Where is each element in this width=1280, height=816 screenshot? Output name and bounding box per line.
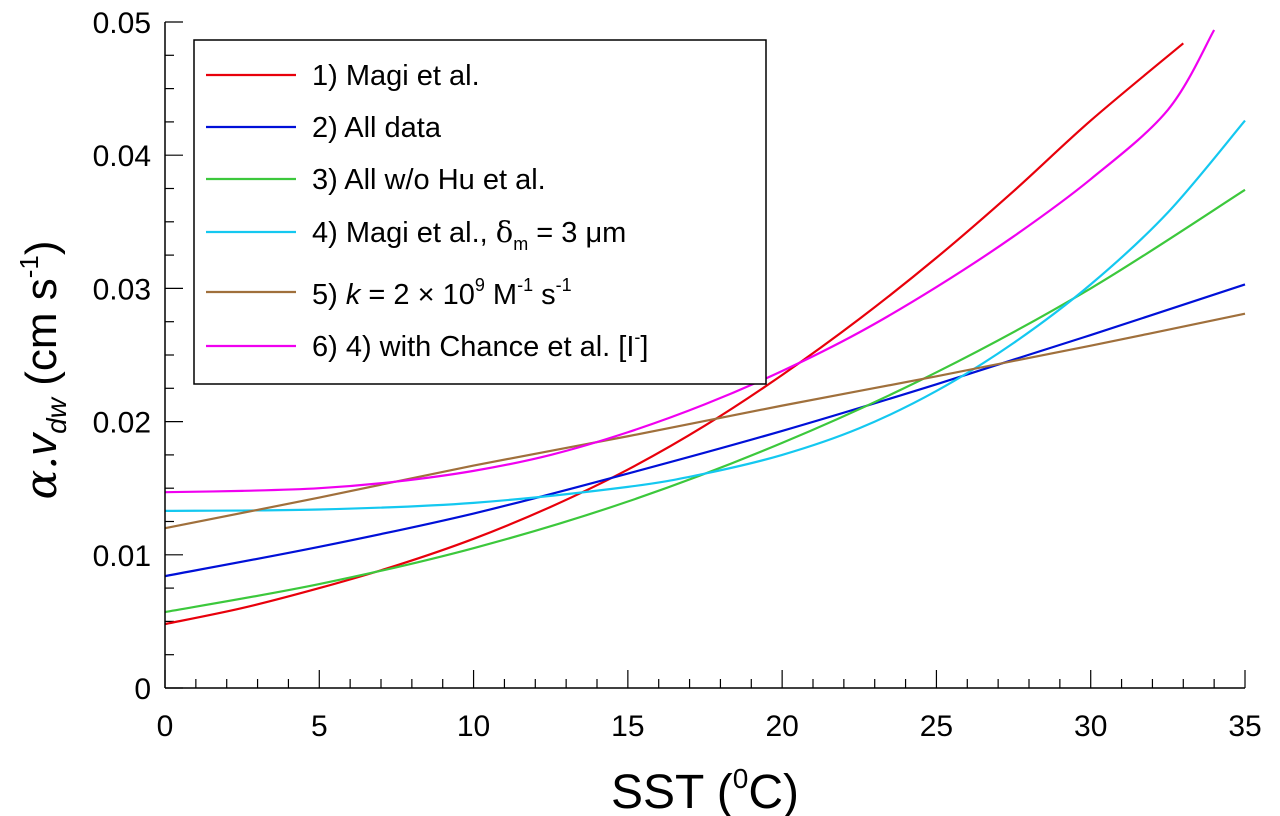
legend-6-sup: - <box>634 327 640 347</box>
y-title-v: v <box>17 431 66 456</box>
x-tick-label: 25 <box>920 710 953 743</box>
y-tick-label: 0.01 <box>93 540 151 573</box>
x-tick-label: 30 <box>1074 710 1107 743</box>
x-tick-label: 20 <box>765 710 798 743</box>
legend-6-prefix: 6) 4) with Chance et al. [I <box>312 331 634 363</box>
series-lines <box>164 29 1246 626</box>
legend-box <box>193 39 767 385</box>
y-tick-label: 0.04 <box>93 140 151 173</box>
x-axis-title: SST (0C) <box>611 763 799 816</box>
y-axis-title: α.vdw (cm s-1) <box>14 240 72 499</box>
legend-5-eq: = 2 × 10 <box>360 279 475 311</box>
legend-1-text: 1) Magi et al. <box>312 60 480 92</box>
legend-5-prefix: 5) <box>312 279 346 311</box>
series-line-6 <box>164 29 1216 494</box>
legend-label-1: 1) Magi et al. <box>312 60 480 92</box>
y-title-sub: dw <box>41 396 72 434</box>
legend-5-k: k <box>346 279 362 311</box>
legend-5-sup2: -1 <box>517 275 533 295</box>
y-tick-label: 0.05 <box>93 7 151 40</box>
x-tick-label: 5 <box>311 710 328 743</box>
major-ticks <box>164 21 1246 689</box>
minor-ticks <box>165 54 1215 688</box>
y-title-units: (cm s <box>17 278 66 398</box>
legend-5-m: M <box>485 279 517 311</box>
legend: 1) Magi et al. 2) All data 3) All w/o Hu… <box>193 39 767 385</box>
legend-5-sup3: -1 <box>556 275 572 295</box>
legend-label-6: 6) 4) with Chance et al. [I-] <box>312 327 648 363</box>
x-title-main: SST ( <box>611 766 733 816</box>
tick-labels: 0 5 10 15 20 25 30 35 0 0.01 0.02 0.03 0.04 0.05 <box>93 7 1262 743</box>
legend-label-2: 2) All data <box>312 112 442 144</box>
legend-5-sup1: 9 <box>475 275 485 295</box>
legend-swatches <box>206 73 296 348</box>
y-tick-label: 0 <box>134 673 151 706</box>
x-tick-label: 35 <box>1228 710 1261 743</box>
x-title-end: C) <box>748 766 799 816</box>
series-line-1 <box>164 42 1184 626</box>
series-line-5 <box>164 312 1246 530</box>
legend-6-suffix: ] <box>640 331 648 363</box>
y-title-sup: -1 <box>14 255 44 278</box>
x-tick-label: 0 <box>157 710 174 743</box>
legend-3-text: 3) All w/o Hu et al. <box>312 164 546 196</box>
legend-label-5: 5) k = 2 × 109 M-1 s-1 <box>312 275 572 311</box>
x-title-sup: 0 <box>733 763 749 794</box>
legend-2-text: 2) All data <box>312 112 442 144</box>
x-tick-label: 15 <box>611 710 644 743</box>
y-tick-label: 0.03 <box>93 273 151 306</box>
x-tick-label: 10 <box>457 710 490 743</box>
y-title-close: ) <box>17 240 66 255</box>
legend-4-prefix: 4) Magi et al., <box>312 217 496 249</box>
y-tick-label: 0.02 <box>93 407 151 440</box>
legend-label-3: 3) All w/o Hu et al. <box>312 164 546 196</box>
y-title-alpha: α. <box>16 456 67 500</box>
series-line-4 <box>164 119 1246 512</box>
legend-label-4: 4) Magi et al., δm = 3 μm <box>312 215 626 254</box>
legend-5-s: s <box>533 279 556 311</box>
series-line-2 <box>164 283 1246 578</box>
legend-4-delta: δ <box>496 215 513 249</box>
legend-4-delta-sub: m <box>513 234 528 254</box>
legend-4-suffix: = 3 μm <box>528 217 626 249</box>
